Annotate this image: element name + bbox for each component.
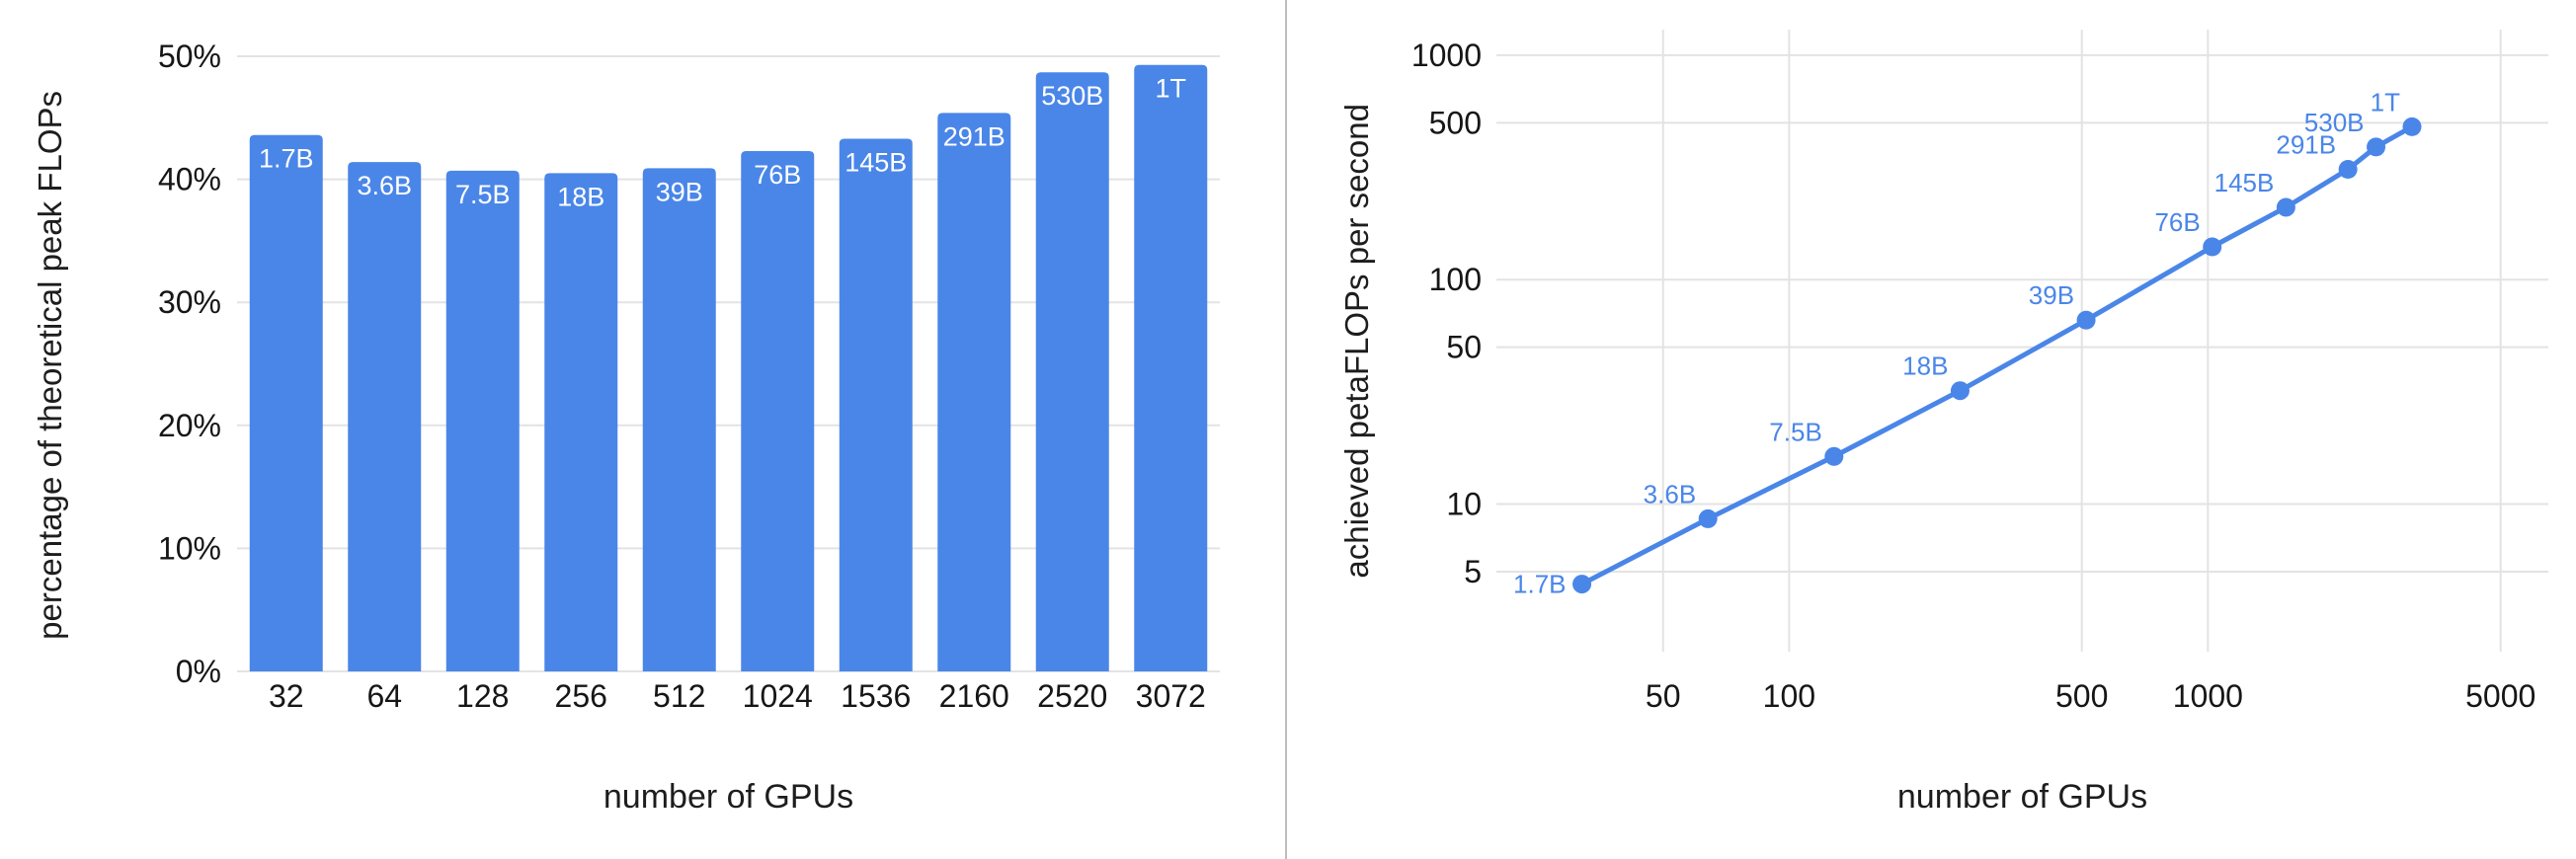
line-chart-y-axis-title-text: achieved petaFLOPs per second [1338, 103, 1375, 579]
x-tick-label: 50 [1646, 678, 1681, 714]
bar [839, 138, 913, 671]
y-tick-label: 50 [1446, 330, 1482, 365]
bar-value-label: 3.6B [357, 171, 412, 200]
y-tick-label: 50% [158, 39, 221, 74]
x-tick-label: 2520 [1037, 678, 1107, 714]
bar-value-label: 1T [1155, 74, 1186, 104]
point-label: 3.6B [1644, 479, 1697, 508]
bar-value-label: 18B [557, 182, 604, 211]
data-point [2338, 160, 2358, 180]
point-label: 39B [2029, 280, 2074, 310]
point-label: 7.5B [1769, 417, 1822, 446]
line-chart-x-axis-title: number of GPUs [1896, 778, 2148, 816]
y-tick-label: 5 [1464, 554, 1482, 589]
bar-chart-panel: 0% 10% 20% 30% 40% 50% 1.7B 32 3.6B 64 7.5B 128 18B 2… [0, 0, 1287, 859]
x-tick-label: 1024 [743, 678, 813, 714]
data-point [2367, 137, 2386, 157]
point-label: 145B [2214, 168, 2275, 197]
data-point [2402, 117, 2422, 136]
data-point [2203, 237, 2222, 257]
y-tick-label: 10% [158, 530, 221, 566]
y-tick-label: 20% [158, 408, 221, 443]
x-tick-label: 500 [2055, 678, 2108, 714]
line-chart-y-axis-title: achieved petaFLOPs per second [1334, 30, 1380, 652]
bar-value-label: 39B [656, 177, 703, 206]
x-tick-label: 5000 [2465, 678, 2536, 714]
point-label: 18B [1902, 351, 1948, 381]
series-line [1579, 123, 2415, 587]
bar [642, 168, 716, 672]
y-tick-label: 10 [1446, 487, 1482, 522]
line-chart: 50 100 500 1000 5000 5 10 50 100 500 1000 1.7B 3.6B 7… [1411, 30, 2548, 714]
bar [741, 150, 815, 671]
data-point [2276, 197, 2295, 217]
x-tick-label: 64 [366, 678, 402, 714]
y-tick-label: 100 [1429, 262, 1482, 297]
bar-value-label: 76B [754, 160, 801, 190]
bar-value-label: 145B [845, 147, 907, 177]
x-tick-label: 3072 [1136, 678, 1206, 714]
point-label: 291B [2276, 130, 2336, 160]
bar-chart-y-axis-title-text: percentage of theoretical peak FLOPs [32, 91, 68, 640]
bar-value-label: 1.7B [259, 144, 314, 174]
x-tick-label: 256 [555, 678, 607, 714]
x-tick-label: 512 [653, 678, 705, 714]
x-tick-label: 128 [456, 678, 509, 714]
bar [1035, 72, 1109, 671]
bar-value-label: 7.5B [455, 180, 511, 209]
x-tick-label: 2160 [939, 678, 1009, 714]
point-label: 1T [2371, 87, 2400, 117]
x-tick-label: 32 [269, 678, 304, 714]
bar [937, 113, 1011, 672]
y-tick-label: 40% [158, 162, 221, 197]
data-point [1824, 446, 1844, 466]
y-tick-label: 500 [1429, 105, 1482, 140]
bar-chart: 0% 10% 20% 30% 40% 50% 1.7B 32 3.6B 64 7.5B 128 18B 2… [158, 39, 1220, 714]
bar [1134, 64, 1208, 672]
bar [249, 134, 323, 671]
line-chart-panel: 50 100 500 1000 5000 5 10 50 100 500 1000 1.7B 3.6B 7… [1287, 0, 2574, 859]
x-tick-label: 100 [1763, 678, 1815, 714]
bar-chart-x-axis-title: number of GPUs [603, 778, 854, 816]
point-label: 76B [2154, 207, 2200, 237]
bar [348, 162, 422, 671]
y-tick-label: 30% [158, 284, 221, 320]
x-tick-label: 1000 [2173, 678, 2243, 714]
y-tick-label: 1000 [1411, 38, 1482, 73]
data-point [1572, 575, 1592, 594]
bar [445, 170, 520, 672]
bar-chart-y-axis-title: percentage of theoretical peak FLOPs [28, 30, 73, 701]
data-point [1950, 381, 1970, 401]
data-point [2076, 310, 2096, 330]
bar [544, 173, 618, 671]
y-tick-label: 0% [176, 654, 221, 689]
point-label: 1.7B [1513, 570, 1567, 599]
bar-value-label: 530B [1041, 81, 1103, 111]
data-point [1698, 508, 1718, 528]
bar-value-label: 291B [943, 121, 1006, 151]
x-tick-label: 1536 [841, 678, 911, 714]
point-label: 530B [2304, 108, 2365, 137]
